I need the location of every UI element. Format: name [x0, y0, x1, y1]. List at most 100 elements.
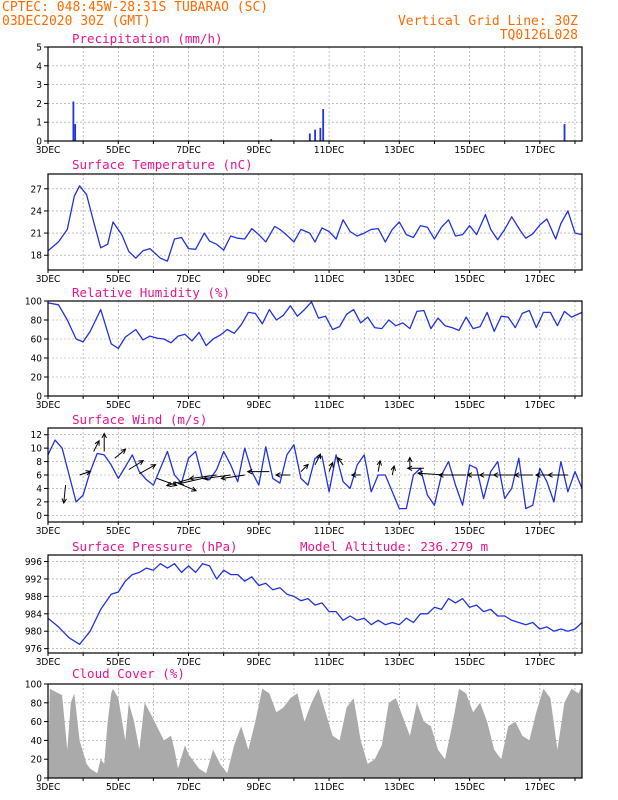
y-tick-label: 60 — [31, 335, 43, 346]
x-tick-label: 13DEC — [384, 526, 414, 537]
precip-bar — [322, 109, 325, 141]
x-tick-label: 3DEC — [36, 145, 61, 156]
wind-arrow — [513, 472, 533, 478]
x-tick-label: 5DEC — [106, 400, 131, 411]
x-tick-label: 5DEC — [106, 782, 131, 793]
x-tick-label: 9DEC — [246, 400, 271, 411]
wind-arrow — [437, 472, 467, 478]
x-tick-label: 5DEC — [106, 274, 131, 285]
x-tick-label: 5DEC — [106, 657, 131, 668]
wind-arrow — [337, 456, 344, 466]
y-tick-label: 27 — [31, 184, 42, 195]
y-tick-label: 60 — [31, 717, 43, 728]
x-tick-label: 15DEC — [454, 145, 484, 156]
precip-bar — [308, 133, 311, 141]
y-tick-label: 4 — [36, 61, 42, 72]
y-tick-label: 8 — [36, 457, 42, 468]
x-tick-label: 7DEC — [176, 657, 201, 668]
humidity-line — [47, 301, 583, 350]
y-tick-label: 0 — [36, 774, 42, 785]
wind-arrow — [139, 464, 157, 475]
x-tick-label: 11DEC — [314, 526, 344, 537]
x-tick-label: 11DEC — [314, 145, 344, 156]
wind-arrow — [202, 474, 231, 481]
precipitation-frame — [47, 46, 583, 142]
precip-bar — [74, 124, 77, 141]
x-tick-label: 17DEC — [525, 145, 555, 156]
x-tick-label: 3DEC — [36, 400, 61, 411]
wind-arrow — [79, 470, 92, 476]
temperature-panel: 18 21 24 27 3DEC 5DEC 7DEC 9DEC 11DEC 13DEC 15DEC 1… — [31, 157, 583, 285]
x-tick-label: 11DEC — [314, 657, 344, 668]
x-tick-label: 9DEC — [246, 657, 271, 668]
wind-arrow — [376, 459, 383, 472]
y-tick-label: 976 — [25, 644, 42, 655]
x-tick-label: 15DEC — [454, 657, 484, 668]
y-tick-label: 80 — [31, 316, 43, 327]
y-tick-label: 980 — [25, 627, 42, 638]
x-tick-label: 9DEC — [246, 145, 271, 156]
wind-arrow — [165, 477, 193, 488]
wind-arrow — [101, 432, 107, 452]
precip-bar — [72, 101, 75, 141]
y-tick-label: 40 — [31, 736, 43, 747]
wind-arrow — [178, 477, 203, 486]
y-tick-label: 21 — [31, 229, 42, 240]
cloud-title: Cloud Cover (%) — [72, 666, 185, 681]
y-tick-label: 3 — [36, 80, 42, 91]
wind-arrow — [300, 463, 309, 472]
cloud-frame — [47, 683, 583, 779]
temperature-title: Surface Temperature (nC) — [72, 157, 253, 172]
y-tick-label: 0 — [36, 137, 42, 148]
y-tick-label: 988 — [25, 592, 42, 603]
humidity-title: Relative Humidity (%) — [72, 285, 230, 300]
wind-arrow — [328, 461, 334, 472]
y-tick-label: 24 — [31, 206, 43, 217]
x-tick-label: 17DEC — [525, 526, 555, 537]
x-tick-label: 15DEC — [454, 274, 484, 285]
x-tick-label: 11DEC — [314, 274, 344, 285]
x-tick-label: 17DEC — [525, 657, 555, 668]
pressure-panel: 976 980 984 988 992 996 3DEC 5DEC 7DEC 9DEC 11DEC 1… — [25, 539, 583, 668]
pressure-title: Surface Pressure (hPa) — [72, 539, 238, 554]
humidity-frame — [47, 300, 583, 397]
y-tick-label: 80 — [31, 698, 43, 709]
wind-arrow — [274, 472, 291, 478]
y-tick-label: 20 — [31, 373, 43, 384]
y-tick-label: 12 — [31, 430, 42, 441]
wind-frame — [47, 427, 583, 523]
wind-title: Surface Wind (m/s) — [72, 412, 207, 427]
x-tick-label: 5DEC — [106, 145, 131, 156]
header-run-id: TQ0126L028 — [500, 28, 578, 43]
header-line-1: CPTEC: 048:45W-28:31S TUBARAO (SC) — [2, 0, 268, 15]
wind-arrow — [128, 460, 145, 471]
precip-bar — [314, 129, 316, 141]
x-tick-label: 3DEC — [36, 274, 61, 285]
wind-arrow — [220, 474, 245, 481]
model-altitude-label: Model Altitude: 236.279 m — [300, 539, 488, 554]
x-tick-label: 7DEC — [176, 274, 201, 285]
wind-arrow — [547, 472, 568, 478]
humidity-panel: 0 20 40 60 80 100 3DEC 5DEC 7DEC 9DEC 11DEC 13DEC 15… — [25, 285, 583, 411]
y-tick-label: 992 — [25, 574, 42, 585]
x-tick-label: 15DEC — [454, 400, 484, 411]
wind-panel: 0 2 4 6 8 10 12 3DEC 5DEC 7DEC 9DEC 11DEC 13DEC 15DEC… — [31, 412, 583, 537]
y-tick-label: 10 — [31, 444, 43, 455]
wind-arrow — [188, 474, 217, 481]
y-tick-label: 996 — [25, 557, 42, 568]
x-tick-label: 9DEC — [246, 782, 271, 793]
x-tick-label: 7DEC — [176, 526, 201, 537]
wind-arrow — [350, 472, 361, 478]
y-tick-label: 0 — [36, 392, 42, 403]
x-tick-label: 9DEC — [246, 274, 271, 285]
wind-arrow — [114, 448, 127, 459]
cloud-cover-area — [48, 685, 582, 778]
y-tick-label: 20 — [31, 755, 43, 766]
y-tick-label: 984 — [25, 609, 42, 620]
precip-bar — [563, 124, 566, 141]
temperature-line — [47, 185, 583, 262]
x-tick-label: 7DEC — [176, 782, 201, 793]
x-tick-label: 13DEC — [384, 145, 414, 156]
y-tick-label: 4 — [36, 484, 42, 495]
x-tick-label: 5DEC — [106, 526, 131, 537]
